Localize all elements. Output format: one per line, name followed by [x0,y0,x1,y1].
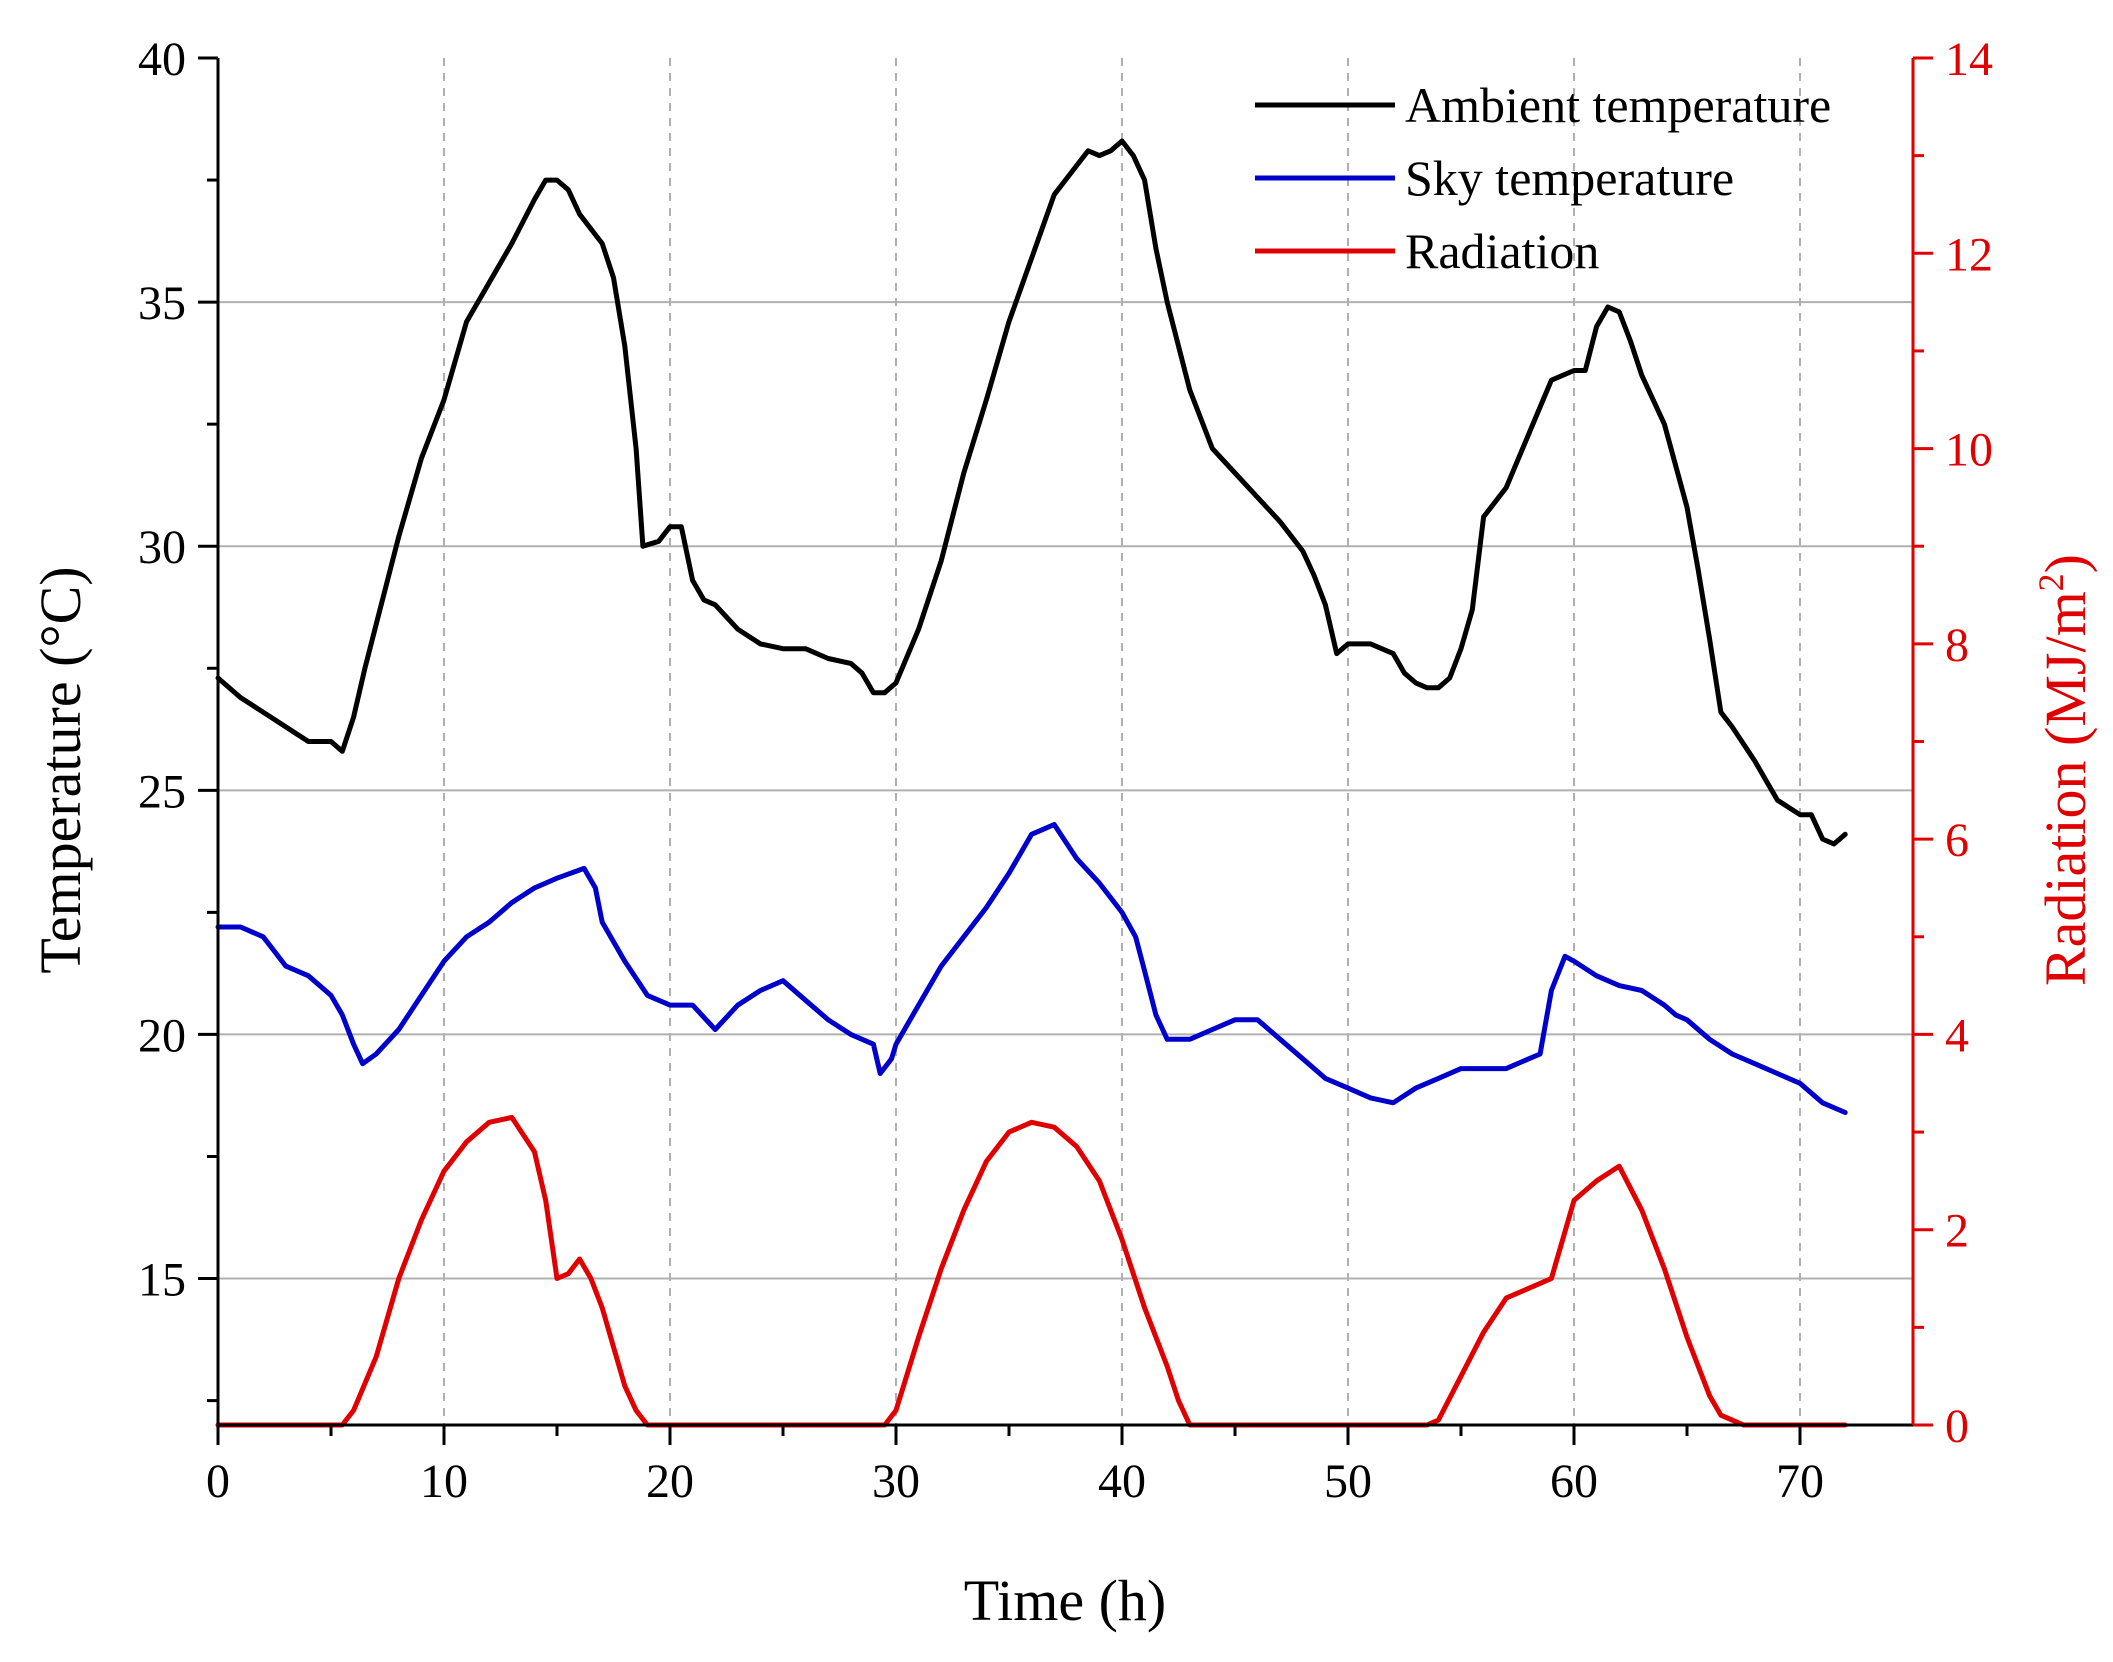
y-left-tick-label: 15 [138,1254,186,1307]
y-left-tick-label: 35 [138,277,186,330]
y-right-tick-label: 0 [1945,1400,1969,1453]
series-line-sky-temperature [215,822,1848,1115]
y-right-tick-label: 8 [1945,619,1969,672]
series-line-radiation [215,1114,1848,1428]
y-right-tick-label: 6 [1945,814,1969,867]
y-right-tick-label: 14 [1945,33,1993,86]
legend: Ambient temperature Sky temperature Radi… [1255,77,1831,279]
x-axis-title: Time (h) [964,1568,1167,1633]
y-axis-right-title-sup: 2 [2031,573,2071,591]
x-tick-label: 20 [646,1455,694,1508]
y-left-tick-label: 20 [138,1009,186,1062]
y-axis-right-title: Radiation (MJ/m2) [2031,554,2098,986]
legend-label-ambient: Ambient temperature [1405,77,1831,133]
x-tick-label: 40 [1098,1455,1146,1508]
y-axis-right-title-main: Radiation (MJ/m [2033,591,2098,986]
series-line-ambient-temperature [215,138,1848,847]
y-left-tick-label: 25 [138,765,186,818]
x-tick-label: 10 [420,1455,468,1508]
axes-layer [216,58,1915,1427]
ticks-layer: 0 10 20 30 40 50 60 70 15 20 25 30 35 40 0 2 4 6 8 10 12 14 [138,33,1993,1508]
y-right-tick-label: 4 [1945,1009,1969,1062]
x-tick-label: 50 [1324,1455,1372,1508]
legend-label-sky: Sky temperature [1405,150,1734,206]
x-tick-label: 60 [1550,1455,1598,1508]
grid-layer [218,58,1913,1425]
x-tick-label: 70 [1776,1455,1824,1508]
x-tick-label: 0 [206,1455,230,1508]
y-axis-left-title: Temperature (°C) [28,566,93,973]
y-right-tick-label: 2 [1945,1205,1969,1258]
y-axis-right-title-close: ) [2033,554,2098,573]
y-left-tick-label: 30 [138,521,186,574]
legend-label-radiation: Radiation [1405,223,1599,279]
series-layer [215,138,1848,1428]
y-left-tick-label: 40 [138,33,186,86]
y-right-tick-label: 12 [1945,228,1993,281]
x-tick-label: 30 [872,1455,920,1508]
y-right-tick-label: 10 [1945,424,1993,477]
